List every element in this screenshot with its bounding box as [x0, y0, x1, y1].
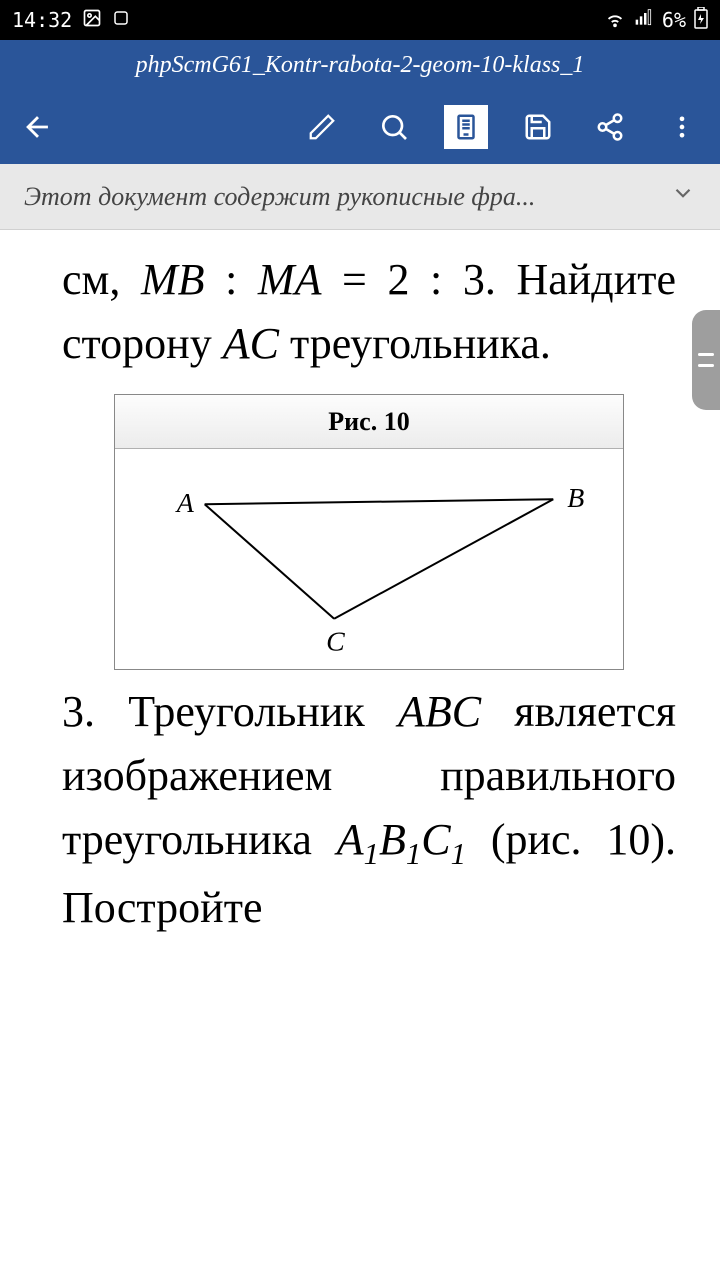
mobile-view-icon[interactable] [444, 105, 488, 149]
signal-icon [634, 8, 654, 33]
edit-icon[interactable] [300, 105, 344, 149]
save-icon[interactable] [516, 105, 560, 149]
back-button[interactable] [16, 105, 60, 149]
figure-body: A B C [115, 449, 623, 669]
wifi-icon [604, 7, 626, 34]
info-banner[interactable]: Этот документ содержит рукописные фра... [0, 164, 720, 230]
toolbar [0, 90, 720, 164]
document-filename: phpScmG61_Kontr-rabota-2-geom-10-klass_1 [136, 52, 585, 79]
status-right: 6% [604, 7, 708, 34]
svg-text:A: A [175, 488, 195, 519]
paragraph-1: см, MB : MA = 2 : 3. Найдите сторону AC … [62, 248, 676, 376]
figure-title: Рис. 10 [115, 395, 623, 450]
share-icon[interactable] [588, 105, 632, 149]
chevron-down-icon[interactable] [670, 180, 696, 213]
paragraph-2: 3. Треугольник ABC является изображением… [62, 680, 676, 940]
battery-icon [694, 7, 708, 34]
banner-text: Этот документ содержит рукописные фра... [24, 182, 535, 212]
more-icon[interactable] [660, 105, 704, 149]
svg-text:B: B [567, 483, 584, 514]
image-icon [82, 8, 102, 33]
status-bar: 14:32 6% [0, 0, 720, 40]
figure-10: Рис. 10 A B C [114, 394, 624, 671]
search-icon[interactable] [372, 105, 416, 149]
scrollbar-handle[interactable] [692, 310, 720, 410]
svg-text:C: C [326, 627, 345, 658]
battery-percent: 6% [662, 8, 686, 32]
document-title-bar: phpScmG61_Kontr-rabota-2-geom-10-klass_1 [0, 40, 720, 90]
status-left: 14:32 [12, 8, 130, 33]
status-time: 14:32 [12, 8, 72, 32]
stop-icon [112, 8, 130, 32]
document-content[interactable]: см, MB : MA = 2 : 3. Найдите сторону AC … [0, 230, 720, 940]
